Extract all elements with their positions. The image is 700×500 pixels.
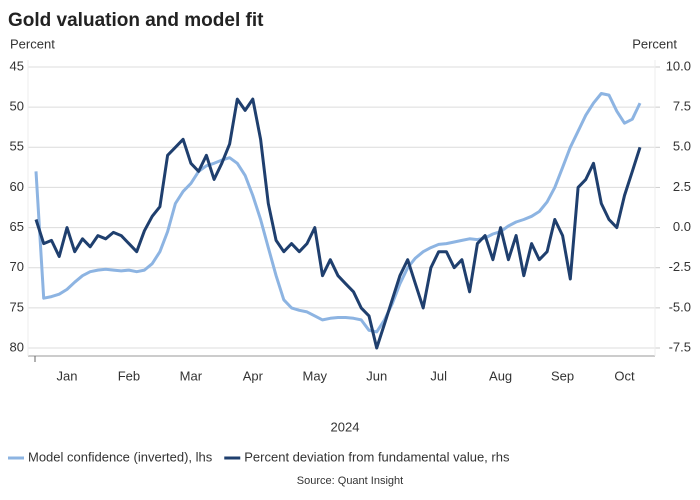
x-tick-label: Aug (489, 368, 512, 383)
y-axis-label: Percent (10, 36, 55, 51)
legend-label: Model confidence (inverted), lhs (28, 449, 213, 464)
y2-tick-label: -7.5 (669, 339, 691, 354)
y2-tick-label: 10.0 (666, 58, 691, 73)
y2-tick-label: 5.0 (673, 139, 691, 154)
y-tick-label: 45 (10, 58, 24, 73)
x-tick-label: Sep (551, 368, 574, 383)
series-line (34, 97, 642, 350)
series-line (34, 92, 642, 334)
y-tick-label: 50 (10, 99, 24, 114)
x-tick-label: Apr (243, 368, 264, 383)
legend-label: Percent deviation from fundamental value… (244, 449, 510, 464)
x-tick-label: Jan (56, 368, 77, 383)
x-tick-label: Oct (614, 368, 635, 383)
y-tick-label: 70 (10, 259, 24, 274)
x-tick-label: Feb (118, 368, 140, 383)
y-tick-label: 65 (10, 219, 24, 234)
x-axis-label: 2024 (331, 419, 360, 434)
y2-tick-label: -2.5 (669, 259, 691, 274)
x-tick-label: May (302, 368, 327, 383)
y2-tick-label: 0.0 (673, 219, 691, 234)
y-tick-label: 60 (10, 179, 24, 194)
y-tick-label: 55 (10, 139, 24, 154)
y2-tick-label: -5.0 (669, 299, 691, 314)
x-tick-label: Jul (430, 368, 447, 383)
x-tick-label: Jun (366, 368, 387, 383)
x-tick-label: Mar (180, 368, 203, 383)
chart-title: Gold valuation and model fit (8, 10, 264, 31)
y2-tick-label: 2.5 (673, 179, 691, 194)
y-tick-label: 80 (10, 339, 24, 354)
y-tick-label: 75 (10, 299, 24, 314)
y2-axis-label: Percent (632, 36, 677, 51)
source: Source: Quant Insight (297, 475, 403, 487)
y2-tick-label: 7.5 (673, 99, 691, 114)
